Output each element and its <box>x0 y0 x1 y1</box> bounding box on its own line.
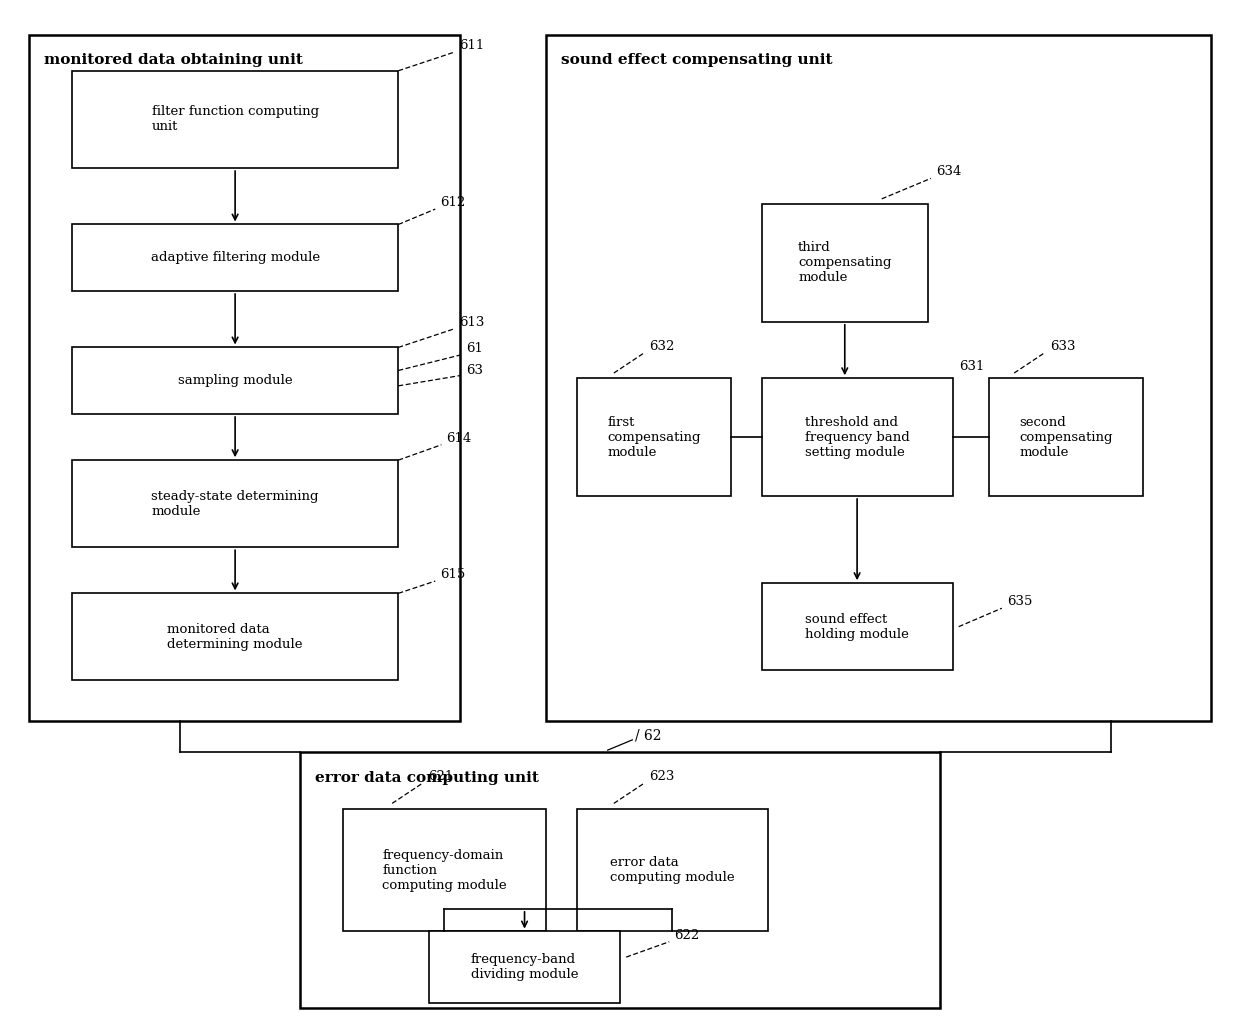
Text: frequency-domain
function
computing module: frequency-domain function computing modu… <box>382 848 507 891</box>
Text: 615: 615 <box>440 568 465 581</box>
Text: 623: 623 <box>650 770 675 783</box>
Bar <box>761 204 928 322</box>
Bar <box>72 71 398 168</box>
Text: filter function computing
unit: filter function computing unit <box>151 105 319 133</box>
Text: steady-state determining
module: steady-state determining module <box>151 490 319 518</box>
Text: sound effect compensating unit: sound effect compensating unit <box>560 54 832 67</box>
Text: 613: 613 <box>459 316 484 328</box>
Text: 612: 612 <box>440 196 465 209</box>
Bar <box>990 378 1143 496</box>
Bar <box>577 809 768 932</box>
Text: 61: 61 <box>466 342 482 355</box>
Bar <box>761 378 952 496</box>
Text: 622: 622 <box>675 929 699 942</box>
Text: second
compensating
module: second compensating module <box>1019 415 1114 459</box>
Text: adaptive filtering module: adaptive filtering module <box>150 251 320 264</box>
Bar <box>761 583 952 670</box>
Text: 63: 63 <box>466 364 484 377</box>
Bar <box>546 35 1211 721</box>
Text: third
compensating
module: third compensating module <box>799 242 892 284</box>
Text: monitored data obtaining unit: monitored data obtaining unit <box>43 54 303 67</box>
Text: / 62: / 62 <box>635 729 661 743</box>
Text: sampling module: sampling module <box>177 374 293 387</box>
Text: error data
computing module: error data computing module <box>610 856 734 884</box>
Text: 633: 633 <box>1050 340 1075 352</box>
Text: first
compensating
module: first compensating module <box>608 415 701 459</box>
Bar <box>429 932 620 1003</box>
Bar <box>72 347 398 414</box>
Text: 634: 634 <box>936 165 961 179</box>
Bar <box>72 593 398 681</box>
Text: 614: 614 <box>446 432 471 445</box>
Text: 635: 635 <box>1007 595 1032 608</box>
Text: 632: 632 <box>650 340 675 352</box>
Text: 621: 621 <box>428 770 453 783</box>
Bar <box>577 378 730 496</box>
Text: 631: 631 <box>959 359 985 373</box>
Bar <box>29 35 460 721</box>
Bar <box>343 809 546 932</box>
Text: 611: 611 <box>459 39 484 53</box>
Bar <box>72 224 398 291</box>
Text: monitored data
determining module: monitored data determining module <box>167 623 303 651</box>
Text: frequency-band
dividing module: frequency-band dividing module <box>471 953 578 981</box>
Text: threshold and
frequency band
setting module: threshold and frequency band setting mod… <box>805 415 909 459</box>
Text: sound effect
holding module: sound effect holding module <box>805 613 909 640</box>
Bar <box>300 752 940 1008</box>
Text: error data computing unit: error data computing unit <box>315 771 538 785</box>
Bar <box>72 460 398 547</box>
